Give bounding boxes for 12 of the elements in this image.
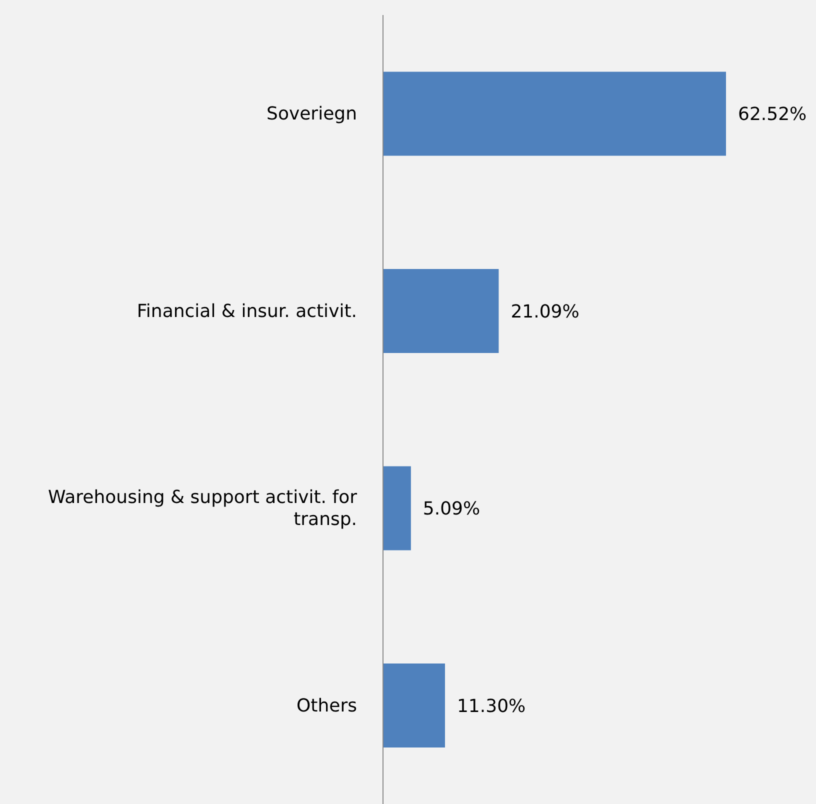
data-label: 5.09% — [422, 498, 480, 520]
data-label: 62.52% — [738, 104, 807, 126]
y-tick-label: Soveriegn — [266, 103, 357, 124]
y-tick-label: Warehousing & support activit. for transp. — [48, 486, 358, 530]
y-tick-label: Others — [296, 694, 357, 716]
bar — [383, 663, 445, 748]
data-label: 21.09% — [510, 301, 580, 322]
y-tick-label: Financial & insur. activit. — [136, 300, 357, 322]
bar — [383, 72, 726, 156]
bar — [383, 466, 411, 550]
bar — [383, 268, 499, 353]
data-label: 11.30% — [456, 696, 526, 717]
